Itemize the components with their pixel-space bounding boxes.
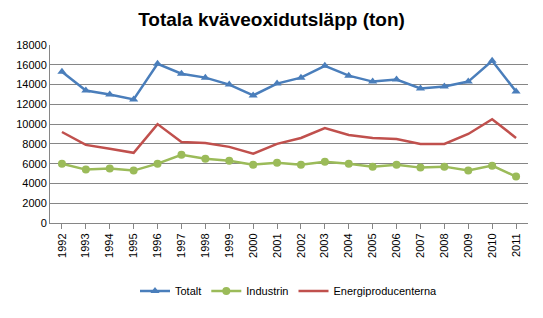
svg-text:12000: 12000 — [16, 98, 47, 110]
svg-text:1996: 1996 — [151, 233, 163, 257]
svg-text:1998: 1998 — [199, 233, 211, 257]
svg-text:2005: 2005 — [366, 233, 378, 257]
svg-text:2006: 2006 — [390, 233, 402, 257]
svg-text:8000: 8000 — [22, 138, 46, 150]
svg-text:2010: 2010 — [486, 233, 498, 257]
svg-text:2000: 2000 — [247, 233, 259, 257]
svg-text:18000: 18000 — [16, 39, 47, 51]
svg-text:Totala kväveoxidutsläpp (ton): Totala kväveoxidutsläpp (ton) — [138, 9, 405, 30]
svg-text:4000: 4000 — [22, 177, 46, 189]
svg-text:2000: 2000 — [22, 197, 46, 209]
svg-text:1992: 1992 — [56, 233, 68, 257]
svg-text:2003: 2003 — [318, 233, 330, 257]
svg-text:2009: 2009 — [462, 233, 474, 257]
svg-text:10000: 10000 — [16, 118, 47, 130]
svg-text:2004: 2004 — [342, 233, 354, 257]
svg-text:1994: 1994 — [103, 233, 115, 257]
svg-text:1995: 1995 — [127, 233, 139, 257]
svg-text:16000: 16000 — [16, 59, 47, 71]
svg-text:2008: 2008 — [438, 233, 450, 257]
svg-text:6000: 6000 — [22, 158, 46, 170]
svg-text:1997: 1997 — [175, 233, 187, 257]
svg-text:14000: 14000 — [16, 78, 47, 90]
svg-text:2011: 2011 — [510, 233, 522, 257]
svg-text:1993: 1993 — [79, 233, 91, 257]
svg-text:2002: 2002 — [295, 233, 307, 257]
svg-text:2007: 2007 — [414, 233, 426, 257]
svg-text:1999: 1999 — [223, 233, 235, 257]
svg-text:0: 0 — [41, 217, 47, 229]
svg-text:Energiproducenterna: Energiproducenterna — [334, 285, 438, 297]
svg-text:2001: 2001 — [271, 233, 283, 257]
svg-text:Totalt: Totalt — [175, 285, 201, 297]
svg-text:Industrin: Industrin — [246, 285, 288, 297]
